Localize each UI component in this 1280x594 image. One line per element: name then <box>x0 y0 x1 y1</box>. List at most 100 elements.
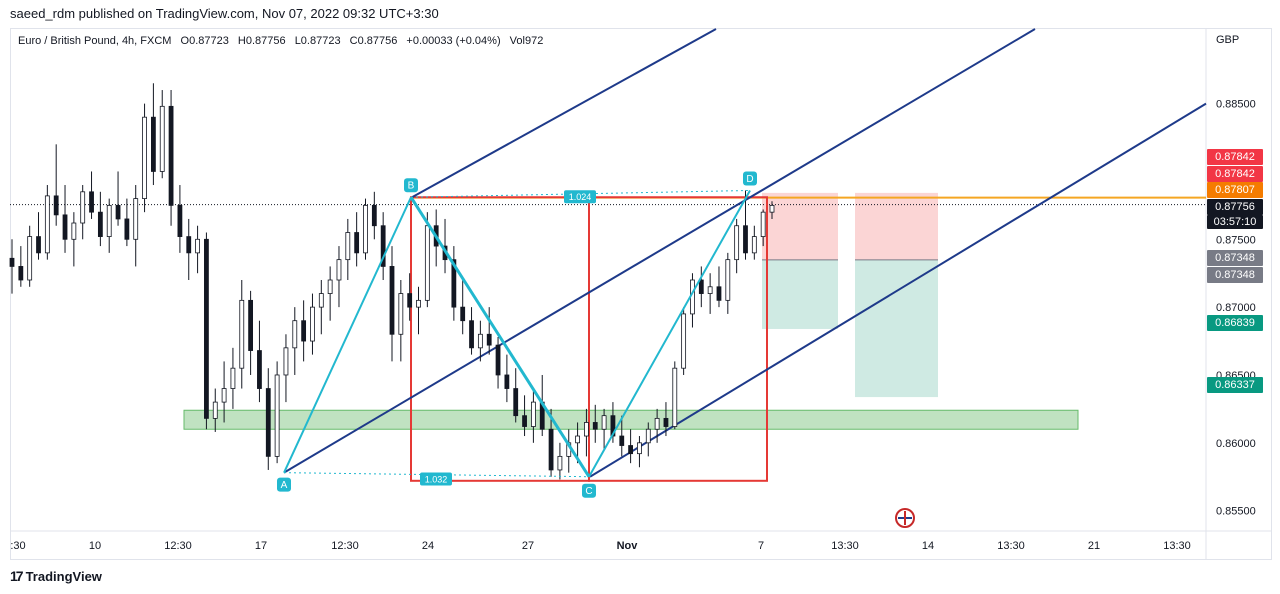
ratio-label: 1.024 <box>569 192 592 202</box>
pattern-point-label: C <box>585 486 592 497</box>
price-axis-label: 0.87348 <box>1207 250 1263 266</box>
candle-body <box>336 259 342 281</box>
ohlc-high: H0.87756 <box>237 35 286 47</box>
candle-body <box>698 279 704 294</box>
x-tick-label: 24 <box>422 540 434 552</box>
candle-body <box>310 306 315 342</box>
price-axis-label: 0.87842 <box>1207 166 1263 182</box>
candle-body <box>628 445 634 455</box>
candle-body <box>645 428 651 444</box>
measure-box-2 <box>588 196 768 482</box>
x-tick-label: Nov <box>617 540 639 552</box>
pattern-point-badge <box>404 178 418 193</box>
ohlc-open: O0.87723 <box>180 35 229 47</box>
x-tick-label: 13:30 <box>831 540 859 552</box>
candle-body <box>681 313 687 369</box>
candle-body <box>44 195 50 254</box>
ohlc-close: C0.87756 <box>349 35 398 47</box>
channel-upper-line <box>411 28 717 199</box>
candle-body <box>62 214 68 240</box>
currency-label: GBP <box>1216 34 1240 46</box>
candle-body <box>221 388 227 403</box>
symbol-name[interactable]: Euro / British Pound, 4h, FXCM <box>18 35 172 47</box>
y-tick-label: 0.88500 <box>1216 99 1256 111</box>
candle-body <box>159 105 165 172</box>
candle-body <box>584 422 589 437</box>
candle-body <box>301 320 307 342</box>
candle-body <box>451 259 457 308</box>
candle-body <box>212 401 218 419</box>
candle-body <box>734 225 740 261</box>
x-tick-label: 7 <box>758 540 764 552</box>
candle-body <box>27 236 33 281</box>
channel-lower-line <box>589 102 1207 478</box>
candle-body <box>106 204 112 237</box>
ohlc-change: +0.00033 (+0.04%) <box>406 35 501 47</box>
candle-body <box>318 293 324 308</box>
candle-body <box>637 442 642 455</box>
y-tick-label: 0.85500 <box>1216 506 1256 518</box>
x-tick-label: 27 <box>522 540 534 552</box>
chart-frame <box>10 28 1272 560</box>
pattern-point-badge <box>582 483 596 498</box>
candle-body <box>424 225 430 301</box>
x-tick-label: 12:30 <box>331 540 359 552</box>
candle-body <box>53 195 59 216</box>
symbol-legend: Euro / British Pound, 4h, FXCM O0.87723 … <box>18 35 549 47</box>
harmonic-ratio-line-ac <box>283 472 590 478</box>
y-tick-label: 0.87500 <box>1216 234 1256 246</box>
candle-body <box>407 293 413 308</box>
candle-body <box>619 435 625 446</box>
candle-body <box>743 225 748 254</box>
candle-body <box>672 367 678 427</box>
tradingview-footer[interactable]: 17 TradingView <box>10 568 102 584</box>
candle-body <box>115 204 121 220</box>
candle-body <box>18 266 24 281</box>
candle-body <box>504 374 510 389</box>
candle-body <box>654 417 660 430</box>
candle-body <box>177 204 183 237</box>
candle-body <box>495 344 501 376</box>
tradingview-logo-icon: 17 <box>10 568 24 584</box>
pattern-point-badge <box>743 171 757 186</box>
candle-body <box>398 293 404 335</box>
bar-countdown-label: 03:57:10 <box>1207 215 1263 229</box>
pattern-point-label: B <box>408 181 415 192</box>
take-profit-box-1 <box>762 259 838 329</box>
brand-name: TradingView <box>25 568 102 584</box>
candle-body <box>80 191 86 224</box>
candle-body <box>239 299 245 369</box>
pattern-point-label: D <box>746 174 753 185</box>
x-tick-label: 13:30 <box>1163 540 1191 552</box>
price-axis-label: 0.87348 <box>1207 267 1263 283</box>
x-tick-label: 10 <box>89 540 101 552</box>
x-tick-label: 12:30 <box>164 540 192 552</box>
candle-body <box>592 422 598 430</box>
harmonic-leg <box>283 196 412 474</box>
candle-body <box>168 105 174 206</box>
ohlc-low: L0.87723 <box>294 35 341 47</box>
take-profit-box-2 <box>855 259 938 398</box>
x-tick-label: 17 <box>255 540 267 552</box>
candle-body <box>380 225 386 267</box>
candle-body <box>97 211 103 237</box>
candle-body <box>486 333 492 346</box>
ratio-badge <box>564 190 596 204</box>
ratio-label: 1.032 <box>425 474 448 484</box>
candle-body <box>71 222 77 240</box>
stop-loss-box-2 <box>855 192 938 260</box>
ratio-badge <box>420 472 452 486</box>
candle-body <box>186 236 192 254</box>
candle-body <box>548 428 554 471</box>
candle-body <box>248 299 254 351</box>
x-tick-label: 13:30 <box>997 540 1025 552</box>
candle-body <box>363 204 368 254</box>
candle-body <box>9 257 15 267</box>
price-axis-label: 0.87756 <box>1207 199 1263 215</box>
candle-body <box>575 435 580 444</box>
harmonic-leg <box>409 196 591 478</box>
y-tick-label: 0.87000 <box>1216 302 1256 314</box>
candle-body <box>274 374 280 457</box>
candle-body <box>751 236 757 254</box>
